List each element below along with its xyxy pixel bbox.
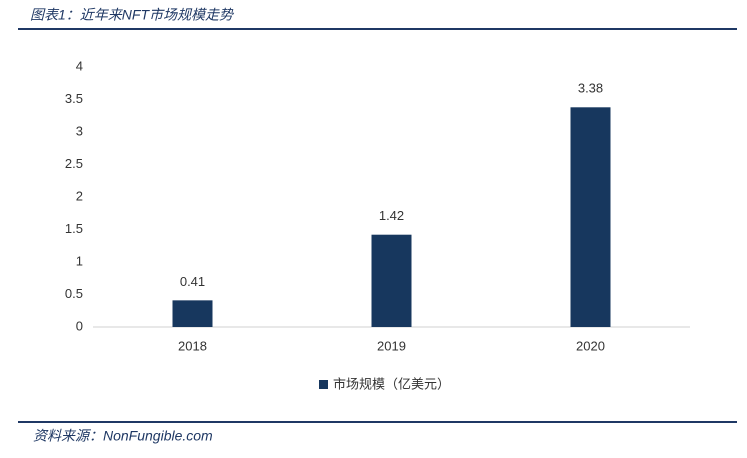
x-tick-label: 2019: [377, 338, 406, 353]
value-label: 3.38: [578, 81, 603, 96]
y-tick-label: 3: [76, 123, 83, 138]
x-tick-label: 2020: [576, 338, 605, 353]
legend-swatch: [319, 380, 328, 389]
value-label: 0.41: [180, 274, 205, 289]
y-tick-label: 1.5: [65, 221, 83, 236]
x-tick-label: 2018: [178, 338, 207, 353]
bar: [570, 107, 611, 327]
y-tick-label: 0.5: [65, 286, 83, 301]
bar: [172, 300, 213, 327]
value-label: 1.42: [379, 208, 404, 223]
source-note: 资料来源：NonFungible.com: [33, 428, 213, 444]
bar: [371, 234, 412, 327]
y-tick-label: 2: [76, 188, 83, 203]
y-tick-label: 4: [76, 58, 83, 73]
legend-label: 市场规模（亿美元）: [333, 376, 450, 391]
y-tick-label: 2.5: [65, 156, 83, 171]
y-tick-label: 1: [76, 253, 83, 268]
chart-title: 图表1：近年来NFT市场规模走势: [30, 7, 235, 23]
y-tick-label: 3.5: [65, 91, 83, 106]
y-tick-label: 0: [76, 318, 83, 333]
